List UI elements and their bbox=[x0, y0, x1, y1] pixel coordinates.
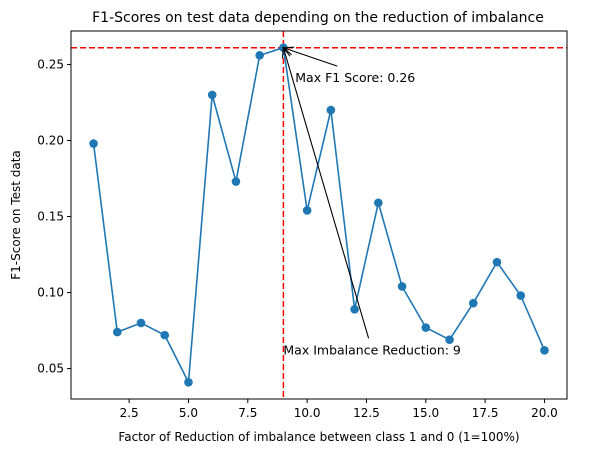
x-tick-label: 17.5 bbox=[472, 406, 499, 420]
data-point bbox=[184, 377, 193, 387]
annotations-layer: Max F1 Score: 0.26 Max Imbalance Reductio… bbox=[281, 46, 461, 357]
data-point bbox=[397, 282, 407, 291]
data-point bbox=[468, 298, 478, 308]
max-reduction-annotation-text: Max Imbalance Reduction: 9 bbox=[283, 342, 461, 357]
x-tick-label: 7.5 bbox=[238, 406, 257, 420]
x-axis-ticks: 2.5 5.0 7.5 10.0 12.5 15.0 17.5 20.0 bbox=[120, 399, 558, 420]
x-tick-label: 10.0 bbox=[294, 406, 321, 420]
data-point bbox=[374, 198, 383, 208]
data-point bbox=[516, 291, 526, 300]
y-tick-label: 0.10 bbox=[37, 286, 64, 300]
y-axis-ticks: 0.05 0.10 0.15 0.20 0.25 bbox=[37, 57, 71, 376]
series-layer bbox=[89, 43, 549, 387]
x-tick-label: 12.5 bbox=[353, 406, 380, 420]
y-tick-label: 0.25 bbox=[37, 57, 64, 71]
y-tick-label: 0.05 bbox=[37, 362, 64, 376]
plot-frame bbox=[70, 30, 568, 400]
data-point bbox=[255, 51, 264, 60]
max-f1-annotation-text: Max F1 Score: 0.26 bbox=[295, 70, 415, 85]
data-point bbox=[89, 139, 98, 148]
data-point bbox=[540, 346, 549, 355]
x-axis-label: Factor of Reduction of imbalance between… bbox=[118, 430, 519, 444]
max-reduction-annotation-arrowhead bbox=[281, 46, 291, 59]
data-point bbox=[350, 304, 359, 314]
data-point bbox=[492, 257, 502, 267]
y-tick-label: 0.15 bbox=[37, 210, 64, 224]
data-point bbox=[445, 335, 454, 344]
data-point bbox=[160, 330, 170, 340]
x-tick-label: 15.0 bbox=[412, 406, 439, 420]
max-f1-annotation-arrow bbox=[283, 47, 338, 67]
chart-title: F1-Scores on test data depending on the … bbox=[92, 10, 544, 26]
max-reduction-annotation-arrow bbox=[282, 47, 370, 339]
data-point bbox=[302, 206, 312, 215]
x-tick-label: 5.0 bbox=[179, 406, 198, 420]
data-point bbox=[136, 318, 146, 328]
data-point bbox=[326, 105, 336, 115]
data-point bbox=[231, 177, 241, 186]
x-tick-label: 20.0 bbox=[531, 406, 558, 420]
x-tick-label: 2.5 bbox=[120, 406, 139, 420]
y-axis-label: F1-Score on Test data bbox=[9, 150, 23, 280]
reference-lines bbox=[71, 31, 567, 399]
data-point bbox=[421, 323, 431, 332]
y-tick-label: 0.20 bbox=[37, 133, 64, 147]
series-line bbox=[92, 46, 546, 386]
data-point bbox=[112, 327, 122, 337]
data-point bbox=[207, 90, 217, 100]
